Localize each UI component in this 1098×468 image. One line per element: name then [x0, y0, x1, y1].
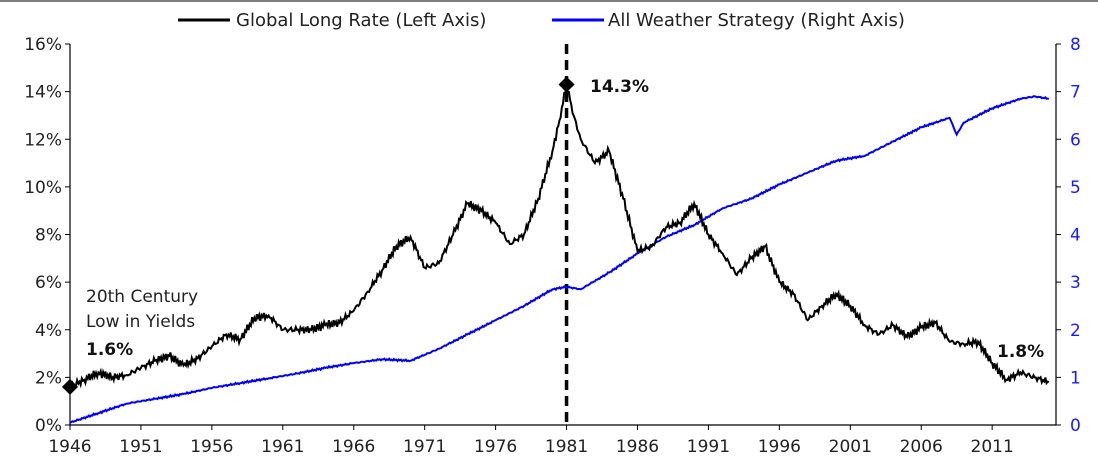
right-tick-label: 6: [1070, 130, 1081, 150]
right-tick-label: 8: [1070, 35, 1081, 55]
left-tick-label: 16%: [24, 35, 62, 55]
right-tick-label: 7: [1070, 83, 1081, 103]
x-tick-label: 1966: [332, 437, 375, 457]
annotation-peak-value: 14.3%: [590, 77, 649, 97]
right-tick-label: 2: [1070, 321, 1081, 341]
legend-label-global-long-rate: Global Long Rate (Left Axis): [236, 10, 486, 31]
x-tick-label: 1986: [616, 437, 659, 457]
x-tick-label: 1951: [119, 437, 162, 457]
left-tick-label: 12%: [24, 130, 62, 150]
x-tick-label: 2001: [829, 437, 872, 457]
left-tick-label: 4%: [35, 321, 62, 341]
legend-label-all-weather: All Weather Strategy (Right Axis): [608, 10, 905, 31]
series-global-long-rate-line: [69, 84, 1050, 390]
right-tick-label: 1: [1070, 368, 1081, 388]
x-tick-label: 1946: [48, 437, 91, 457]
x-tick-label: 2011: [971, 437, 1014, 457]
left-tick-label: 6%: [35, 273, 62, 293]
left-tick-label: 8%: [35, 226, 62, 246]
legend: Global Long Rate (Left Axis) All Weather…: [178, 10, 905, 31]
x-tick-label: 1981: [545, 437, 588, 457]
x-tick-label: 1996: [758, 437, 801, 457]
left-tick-label: 14%: [24, 83, 62, 103]
right-axis-ticks: 0 1 2 3 4 5 6 7 8: [1056, 35, 1081, 436]
annotation-low-line1: 20th Century: [86, 287, 198, 307]
low-point-diamond: [62, 378, 78, 395]
left-axis-ticks: 0% 2% 4% 6% 8% 10% 12% 14% 16%: [24, 35, 70, 436]
left-tick-label: 10%: [24, 178, 62, 198]
left-tick-label: 0%: [35, 416, 62, 436]
x-tick-label: 1971: [403, 437, 446, 457]
x-axis-ticks: 1946 1951 1956 1961 1966 1971 1976 1981 1986 1991…: [48, 425, 1014, 457]
right-tick-label: 0: [1070, 416, 1081, 436]
peak-point-diamond: [558, 76, 575, 93]
left-tick-label: 2%: [35, 368, 62, 388]
x-tick-label: 1991: [687, 437, 730, 457]
annotation-low-value: 1.6%: [86, 340, 133, 360]
annotation-end-value: 1.8%: [997, 342, 1044, 362]
right-tick-label: 4: [1070, 226, 1081, 246]
x-tick-label: 1976: [474, 437, 517, 457]
right-tick-label: 3: [1070, 273, 1081, 293]
right-tick-label: 5: [1070, 178, 1081, 198]
x-tick-label: 2006: [900, 437, 943, 457]
annotation-low-line2: Low in Yields: [86, 312, 195, 332]
x-tick-label: 1961: [261, 437, 304, 457]
x-tick-label: 1956: [190, 437, 233, 457]
series-all-weather-line: [69, 95, 1050, 424]
top-rule: [0, 0, 1098, 2]
